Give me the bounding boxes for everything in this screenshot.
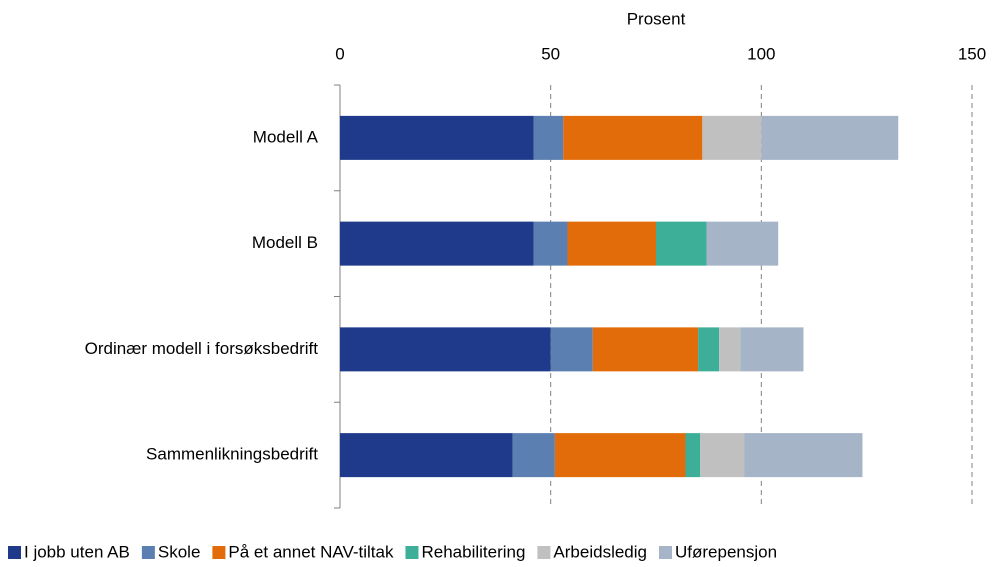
x-tick-label: 150 <box>958 44 986 63</box>
y-tick-label: Modell A <box>253 127 319 146</box>
bar-segment <box>550 327 593 372</box>
bar-segment <box>533 221 568 266</box>
legend-swatch <box>537 546 551 559</box>
bar-segment <box>656 221 707 266</box>
bar-segment <box>340 115 534 160</box>
legend-label: Rehabilitering <box>421 542 525 561</box>
legend-label: Arbeidsledig <box>553 542 647 561</box>
legend-label: På et annet NAV-tiltak <box>228 542 394 561</box>
y-tick-label: Modell B <box>252 233 318 252</box>
legend-label: Skole <box>158 542 201 561</box>
legend-swatch <box>658 546 672 559</box>
legend-label: I jobb uten AB <box>24 542 130 561</box>
y-tick-label: Ordinær modell i forsøksbedrift <box>85 339 319 358</box>
bar-segment <box>702 115 762 160</box>
bar-segment <box>340 327 551 372</box>
y-tick-label: Sammenlikningsbedrift <box>146 445 318 464</box>
bar-segment <box>592 327 699 372</box>
legend-label: Uførepensjon <box>675 542 777 561</box>
bar-segment <box>340 433 513 478</box>
bar-segment <box>744 433 863 478</box>
bar-segment <box>719 327 741 372</box>
legend-swatch <box>8 546 21 559</box>
x-tick-label: 100 <box>747 44 775 63</box>
bar-segment <box>554 433 686 478</box>
bar-segment <box>512 433 555 478</box>
bar-segment <box>740 327 804 372</box>
x-tick-label: 50 <box>541 44 560 63</box>
bar-segment <box>563 115 703 160</box>
bar-segment <box>706 221 779 266</box>
legend-swatch <box>405 546 419 559</box>
bar-segment <box>685 433 701 478</box>
legend-swatch <box>141 546 155 559</box>
x-axis-title: Prosent <box>627 9 686 28</box>
legend-swatch <box>212 546 226 559</box>
x-tick-label: 0 <box>335 44 344 63</box>
bar-segment <box>761 115 899 160</box>
bar-segment <box>567 221 656 266</box>
bar-segment <box>533 115 564 160</box>
bar-segment <box>700 433 745 478</box>
bar-segment <box>698 327 720 372</box>
bar-segment <box>340 221 534 266</box>
